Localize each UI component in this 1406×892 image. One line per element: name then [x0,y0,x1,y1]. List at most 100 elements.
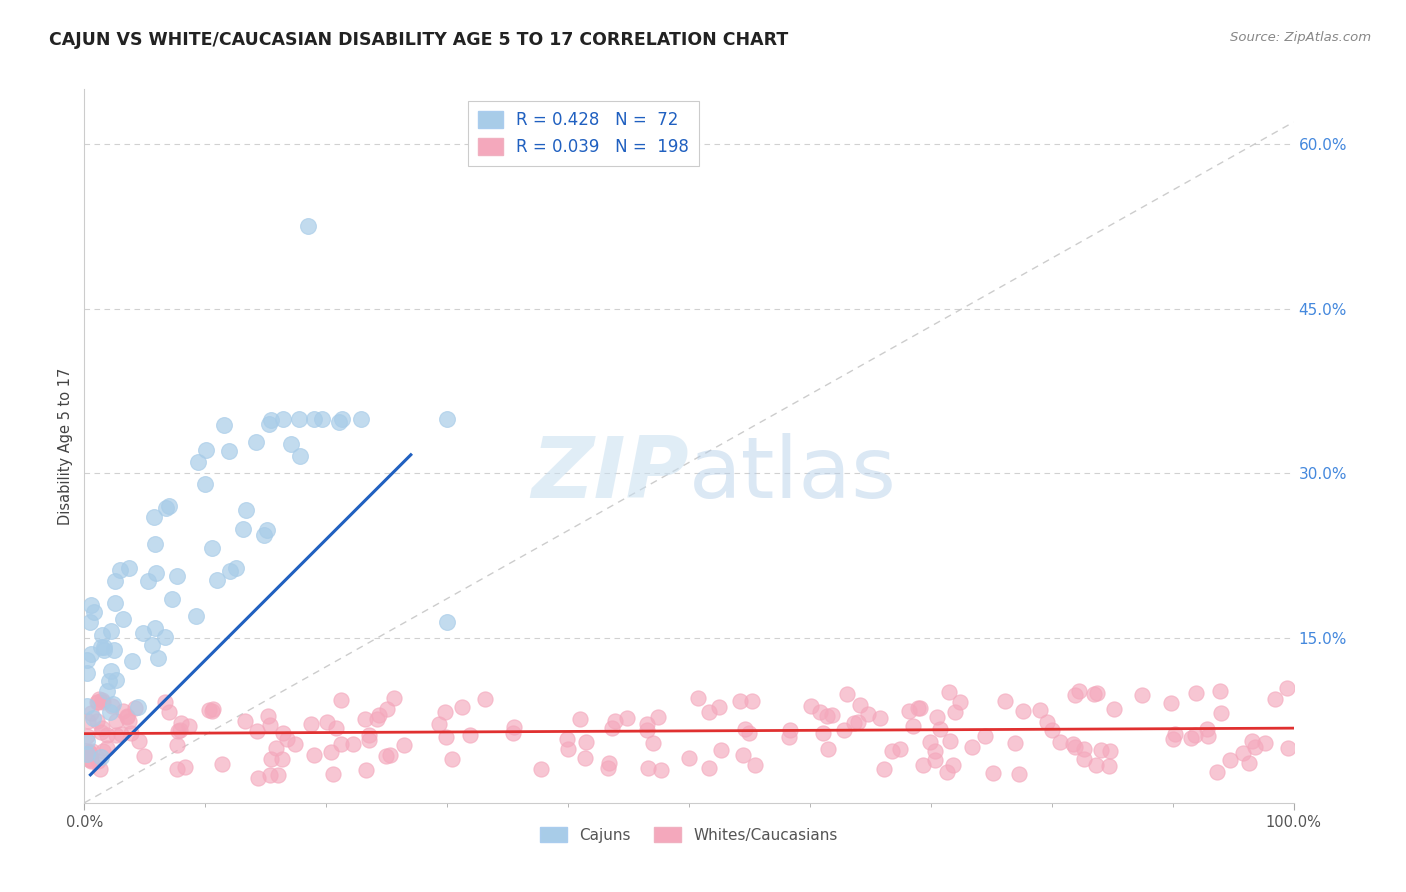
Point [257,708,280,723]
Point [1062,737,1084,751]
Point [1277,740,1299,755]
Point [1085,686,1108,700]
Point [167,724,190,739]
Point [90,724,112,739]
Point [889,742,911,756]
Point [927,710,949,724]
Point [288,449,311,463]
Point [259,768,281,782]
Point [121,655,143,669]
Point [247,771,270,785]
Point [817,742,839,756]
Point [143,510,166,524]
Point [316,714,339,729]
Point [869,711,891,725]
Point [1164,727,1187,741]
Point [737,726,759,740]
Point [211,756,233,771]
Point [112,612,135,626]
Point [162,591,184,606]
Point [574,751,596,765]
Point [949,695,972,709]
Point [93,640,115,654]
Point [924,744,946,758]
Point [849,698,872,712]
Point [1012,704,1035,718]
Point [779,723,801,737]
Point [76,653,98,667]
Point [569,712,592,726]
Point [299,716,322,731]
Point [598,756,620,771]
Point [91,721,114,735]
Point [815,709,838,723]
Point [392,739,415,753]
Point [198,702,221,716]
Point [157,499,180,513]
Point [1209,684,1232,698]
Point [259,717,281,731]
Point [440,752,463,766]
Point [734,722,756,736]
Point [233,714,256,728]
Legend: Cajuns, Whites/Caucasians: Cajuns, Whites/Caucasians [534,821,844,848]
Point [636,717,658,731]
Point [93,643,115,657]
Point [603,714,626,729]
Point [1195,722,1218,736]
Point [89,691,111,706]
Point [93,695,115,709]
Point [502,726,524,740]
Point [329,738,352,752]
Point [1049,734,1071,748]
Point [436,411,458,425]
Point [166,738,188,752]
Point [284,737,307,751]
Point [1277,681,1299,695]
Point [848,715,870,730]
Point [212,418,235,433]
Point [811,725,834,739]
Point [637,761,659,775]
Point [835,687,858,701]
Point [368,708,391,723]
Point [128,734,150,748]
Point [76,747,98,761]
Point [945,705,967,719]
Point [86,714,108,728]
Point [82,711,104,725]
Point [928,722,950,736]
Point [981,766,1004,780]
Point [75,744,97,758]
Point [76,729,98,743]
Point [132,626,155,640]
Point [873,762,896,776]
Point [103,698,125,712]
Point [145,566,167,580]
Point [357,728,380,742]
Point [616,710,638,724]
Point [778,731,800,745]
Point [1042,723,1064,737]
Point [1206,765,1229,780]
Point [177,719,200,733]
Point [820,707,842,722]
Point [1219,753,1241,767]
Point [76,752,98,766]
Point [322,766,344,780]
Point [100,699,122,714]
Point [280,436,302,450]
Point [374,748,396,763]
Point [157,705,180,719]
Point [103,643,125,657]
Point [350,411,373,425]
Point [104,596,127,610]
Point [207,574,229,588]
Point [100,665,122,679]
Point [110,727,132,741]
Point [575,735,598,749]
Point [86,754,108,768]
Point [80,753,103,767]
Point [1063,688,1085,702]
Point [1237,756,1260,771]
